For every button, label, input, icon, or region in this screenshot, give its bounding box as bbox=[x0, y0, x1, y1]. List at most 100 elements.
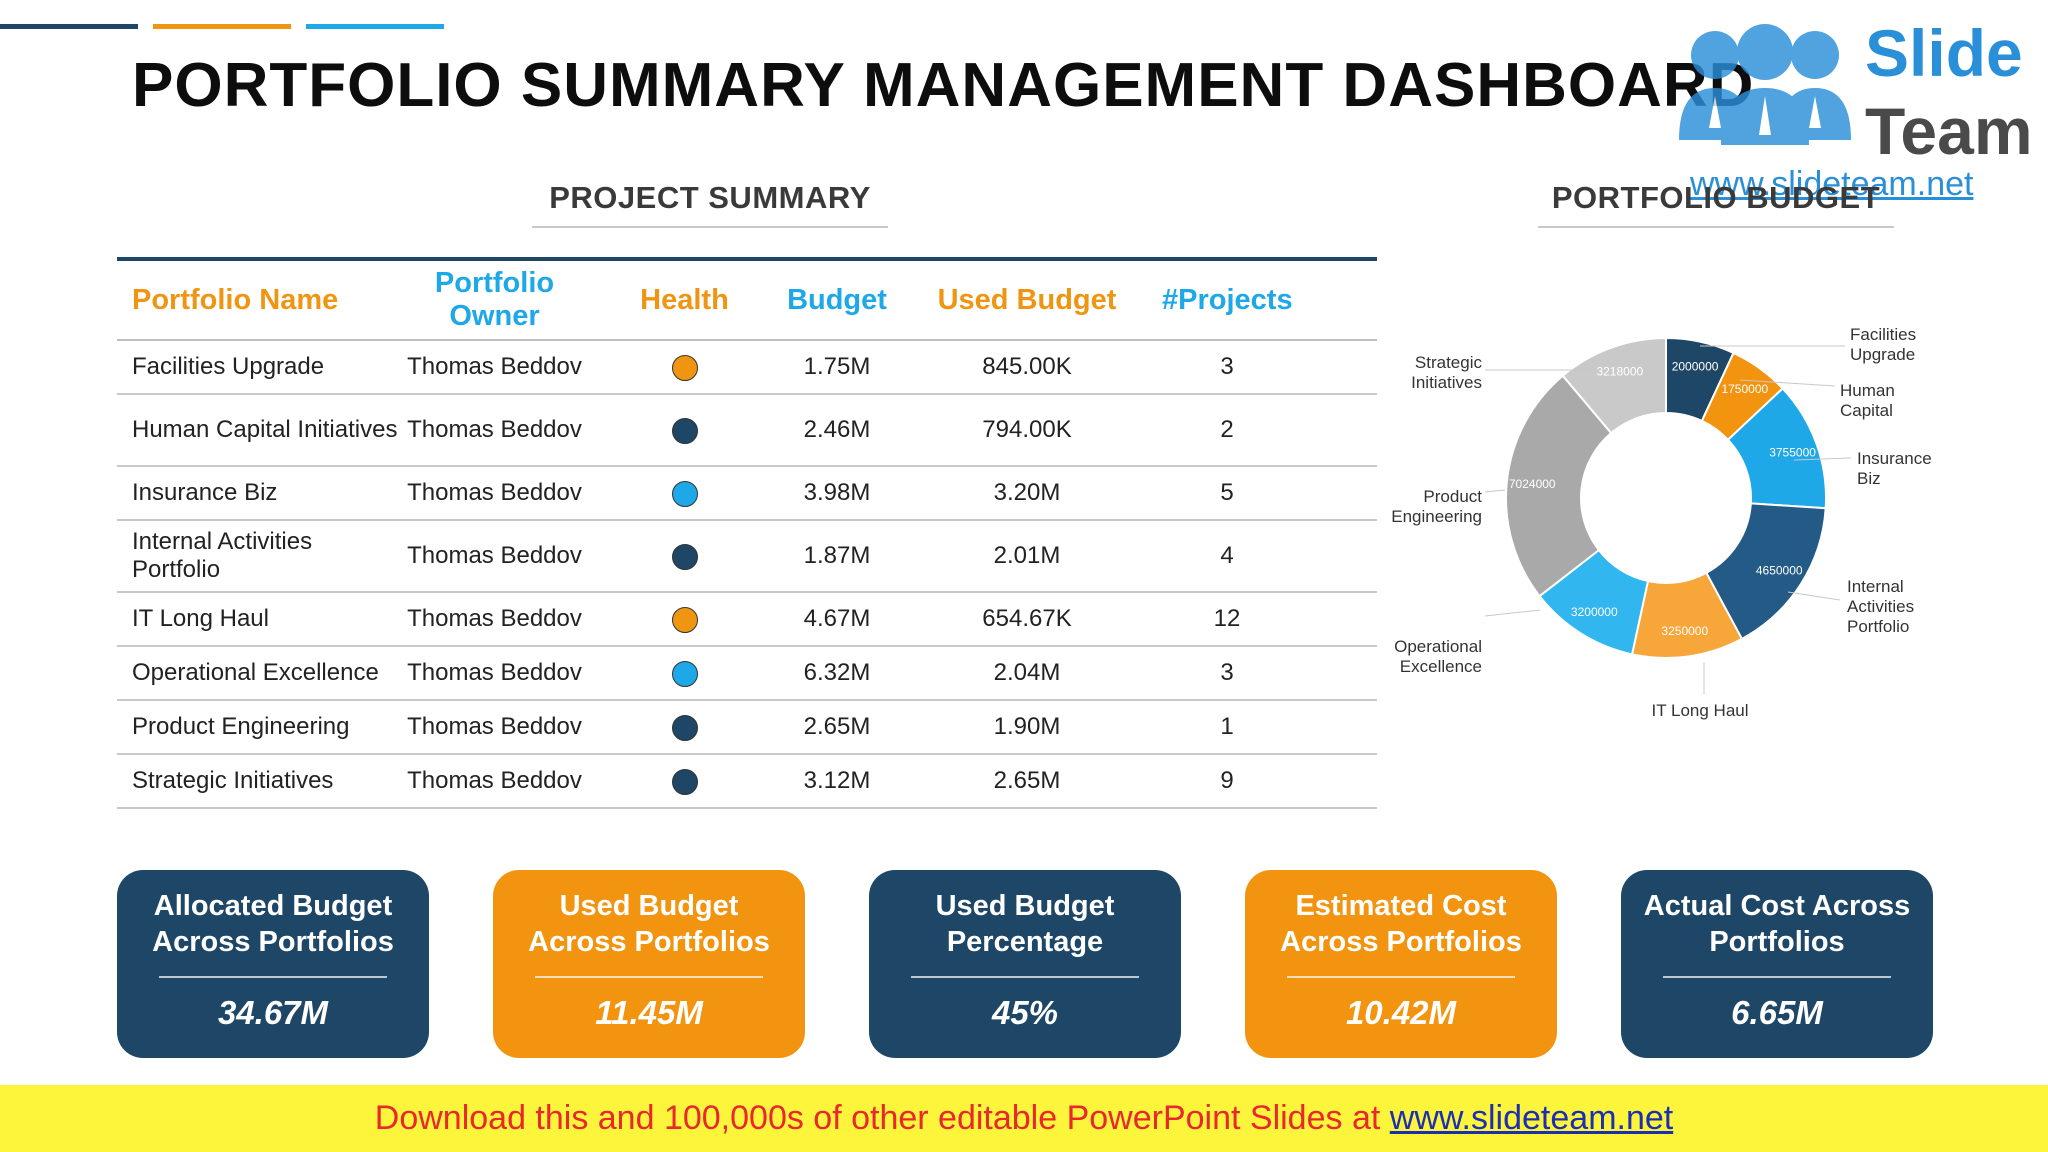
donut-leader-line bbox=[1484, 609, 1541, 617]
table-row: Strategic Initiatives Thomas Beddov 3.12M 2… bbox=[117, 755, 1377, 809]
donut-category-label: Initiatives bbox=[1411, 373, 1482, 392]
table-row: Insurance Biz Thomas Beddov 3.98M 3.20M 5 bbox=[117, 467, 1377, 521]
cell-budget: 2.46M bbox=[803, 416, 871, 443]
cell-used-budget: 3.20M bbox=[993, 479, 1061, 506]
cell-projects: 9 bbox=[1220, 767, 1234, 794]
cell-used-budget: 2.01M bbox=[993, 542, 1061, 569]
donut-category-label: Excellence bbox=[1400, 657, 1482, 676]
table-header-row: Portfolio Name Portfolio Owner Health Bu… bbox=[117, 261, 1377, 341]
cell-health bbox=[587, 767, 782, 795]
donut-category-label: Facilities bbox=[1850, 325, 1916, 344]
cell-used-budget: 794.00K bbox=[982, 416, 1072, 443]
health-status-dot bbox=[671, 768, 698, 795]
health-status-dot bbox=[671, 714, 698, 741]
col-header-budget: Budget bbox=[787, 283, 887, 316]
col-header-projects: #Projects bbox=[1162, 283, 1293, 316]
donut-category-label: Insurance bbox=[1857, 449, 1932, 468]
cell-projects: 12 bbox=[1213, 605, 1241, 632]
cell-projects: 2 bbox=[1220, 416, 1234, 443]
cell-portfolio-owner: Thomas Beddov bbox=[407, 713, 582, 740]
donut-slice-value-label: 7024000 bbox=[1509, 477, 1556, 491]
footer-link[interactable]: www.slideteam.net bbox=[1389, 1099, 1674, 1137]
donut-category-label: Strategic bbox=[1415, 353, 1483, 372]
cell-portfolio-owner: Thomas Beddov bbox=[407, 767, 582, 794]
cell-used-budget: 845.00K bbox=[982, 353, 1072, 380]
cell-portfolio-owner: Thomas Beddov bbox=[407, 542, 582, 569]
donut-category-label: Capital bbox=[1840, 401, 1893, 420]
cell-health bbox=[587, 713, 782, 741]
kpi-value: 34.67M bbox=[217, 994, 329, 1031]
cell-portfolio-name: Insurance Biz bbox=[132, 479, 278, 506]
donut-category-label: Upgrade bbox=[1850, 345, 1915, 364]
kpi-divider bbox=[911, 976, 1139, 978]
kpi-label: Actual Cost Across Portfolios bbox=[1643, 890, 1911, 958]
logo-word-slide: Slide bbox=[1865, 16, 2023, 90]
table-row: Product Engineering Thomas Beddov 2.65M 1.9… bbox=[117, 701, 1377, 755]
kpi-label: Used Budget Percentage bbox=[935, 890, 1115, 958]
table-row: Internal Activities Portfolio Thomas Bedd… bbox=[117, 521, 1377, 593]
cell-portfolio-name: Strategic Initiatives bbox=[132, 767, 334, 794]
kpi-divider bbox=[159, 976, 387, 978]
kpi-value: 10.42M bbox=[1345, 994, 1457, 1031]
kpi-card: Used Budget Across Portfolios 11.45M bbox=[493, 870, 805, 1058]
donut-category-label: Operational bbox=[1394, 637, 1482, 656]
col-header-health: Health bbox=[640, 283, 729, 316]
cell-budget: 6.32M bbox=[803, 659, 871, 686]
health-status-dot bbox=[671, 417, 698, 444]
health-status-dot bbox=[671, 660, 698, 687]
donut-slice-value-label: 3755000 bbox=[1769, 446, 1816, 460]
cell-budget: 3.98M bbox=[803, 479, 871, 506]
table-body: Facilities Upgrade Thomas Beddov 1.75M 845.… bbox=[117, 341, 1377, 809]
cell-budget: 4.67M bbox=[803, 605, 871, 632]
cell-used-budget: 1.90M bbox=[993, 713, 1061, 740]
page-title: PORTFOLIO SUMMARY MANAGEMENT DASHBOARD bbox=[132, 51, 1755, 120]
footer-banner: Download this and 100,000s of other edit… bbox=[0, 1085, 2048, 1152]
cell-budget: 1.87M bbox=[803, 542, 871, 569]
cell-health bbox=[587, 416, 782, 444]
cell-projects: 5 bbox=[1220, 479, 1234, 506]
health-status-dot bbox=[671, 543, 698, 570]
cell-portfolio-owner: Thomas Beddov bbox=[407, 605, 582, 632]
kpi-label: Allocated Budget Across Portfolios bbox=[152, 890, 394, 958]
logo-url-link[interactable]: www.slideteam.net bbox=[1690, 165, 1974, 203]
cell-used-budget: 654.67K bbox=[982, 605, 1072, 632]
donut-slice-value-label: 3250000 bbox=[1661, 624, 1708, 638]
kpi-card: Used Budget Percentage 45% bbox=[869, 870, 1181, 1058]
cell-projects: 3 bbox=[1220, 659, 1234, 686]
donut-category-label: Human bbox=[1840, 381, 1895, 400]
cell-portfolio-name: Facilities Upgrade bbox=[132, 353, 325, 380]
cell-portfolio-owner: Thomas Beddov bbox=[407, 416, 582, 443]
accent-bar-navy bbox=[0, 24, 138, 29]
donut-category-label: Biz bbox=[1857, 469, 1881, 488]
donut-category-label: IT Long Haul bbox=[1651, 701, 1748, 720]
table-row: Operational Excellence Thomas Beddov 6.32M… bbox=[117, 647, 1377, 701]
donut-category-label: Engineering bbox=[1391, 507, 1482, 526]
cell-health bbox=[587, 659, 782, 687]
slideteam-logo bbox=[1655, 10, 2048, 205]
cell-portfolio-owner: Thomas Beddov bbox=[407, 659, 582, 686]
donut-leader-line bbox=[1793, 457, 1852, 461]
cell-portfolio-name: Internal Activities Portfolio bbox=[132, 528, 313, 583]
donut-slice-value-label: 4650000 bbox=[1756, 564, 1803, 578]
kpi-value: 6.65M bbox=[1731, 994, 1823, 1031]
cell-used-budget: 2.04M bbox=[993, 659, 1061, 686]
footer-text: Download this and 100,000s of other edit… bbox=[374, 1099, 1390, 1137]
health-status-dot bbox=[671, 606, 698, 633]
accent-bar-orange bbox=[153, 24, 291, 29]
donut-slice bbox=[1561, 336, 1667, 435]
kpi-divider bbox=[1663, 976, 1891, 978]
donut-leader-line bbox=[1787, 591, 1841, 601]
cell-health bbox=[587, 605, 782, 633]
health-status-dot bbox=[671, 480, 698, 507]
kpi-card: Actual Cost Across Portfolios 6.65M bbox=[1621, 870, 1933, 1058]
cell-projects: 4 bbox=[1220, 542, 1234, 569]
people-logo-icon bbox=[1679, 24, 1851, 145]
donut-slice-value-label: 1750000 bbox=[1721, 382, 1768, 396]
kpi-divider bbox=[535, 976, 763, 978]
health-status-dot bbox=[671, 354, 698, 381]
donut-slice-value-label: 3200000 bbox=[1571, 605, 1618, 619]
donut-slice-value-label: 2000000 bbox=[1672, 360, 1719, 374]
table-row: Human Capital Initiatives Thomas Beddov 2.… bbox=[117, 395, 1377, 467]
donut-leader-line bbox=[1484, 489, 1506, 493]
